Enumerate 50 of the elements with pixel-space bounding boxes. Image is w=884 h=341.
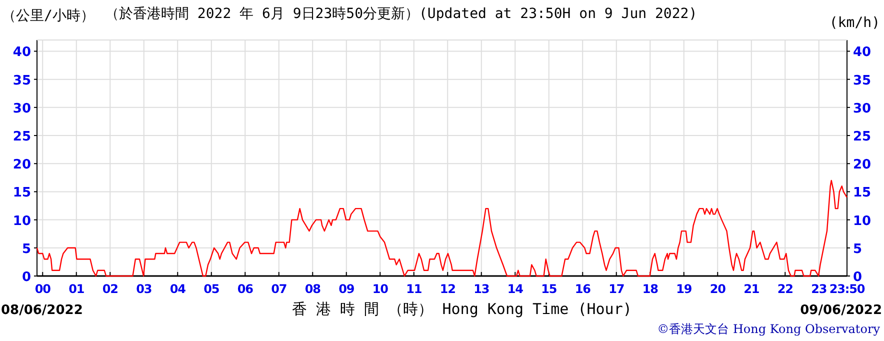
x-tick-label: 06 <box>237 282 254 296</box>
x-tick-label: 03 <box>136 282 152 296</box>
text: 09/06/2022 <box>800 303 882 318</box>
x-tick-label: 04 <box>170 282 186 296</box>
x-tick-label: 02 <box>102 282 118 296</box>
x-tick-label: 23 <box>811 282 827 296</box>
x-tick-label: 07 <box>271 282 287 296</box>
x-tick-label: 21 <box>744 282 760 296</box>
x-tick-label: 13 <box>474 282 490 296</box>
x-tick-label: 17 <box>608 282 624 296</box>
x-tick-label: 11 <box>406 282 422 296</box>
text: ©香港天文台 Hong Kong Observatory <box>657 322 880 336</box>
x-axis-title: 香 港 時 間 （時） Hong Kong Time (Hour) <box>292 300 632 318</box>
y2-tick-label: 20 <box>853 158 872 173</box>
y2-tick-label: 35 <box>853 73 872 88</box>
y-tick-label: 35 <box>12 73 31 88</box>
x-tick-label: 15 <box>541 282 557 296</box>
x-tick-label: 18 <box>642 282 658 296</box>
y2-tick-label: 40 <box>853 45 872 60</box>
x-tick-label: 22 <box>777 282 794 296</box>
x-tick-label: 10 <box>372 282 388 296</box>
y-tick-label: 15 <box>12 186 31 201</box>
x-tick-label: 00 <box>34 282 51 296</box>
y2-tick-label: 15 <box>853 186 872 201</box>
y-tick-label: 40 <box>12 45 31 60</box>
y2-tick-label: 10 <box>853 214 872 229</box>
y-tick-label: 20 <box>12 158 31 173</box>
x-tick-label: 09 <box>338 282 354 296</box>
x-tick-label: 20 <box>710 282 726 296</box>
y-tick-label: 0 <box>22 270 31 285</box>
y-tick-label: 25 <box>12 130 31 145</box>
y-axis-title: （公里/小時） <box>2 8 94 24</box>
x-tick-label: 16 <box>574 282 591 296</box>
x-tick-label: 08 <box>304 282 321 296</box>
x-tick-label: 14 <box>507 282 524 296</box>
y2-tick-label: 30 <box>853 101 872 116</box>
y2-tick-label: 0 <box>853 270 862 285</box>
x-tick-label: 01 <box>68 282 84 296</box>
chart-title: （於香港時間 2022 年 6月 9日23時50分更新）(Updated at 23:50H on 9 Jun 2022) <box>105 6 698 22</box>
x-tick-label: 12 <box>440 282 456 296</box>
x-tick-label: 05 <box>204 282 220 296</box>
y2-tick-label: 25 <box>853 130 872 145</box>
x-tick-label: 19 <box>676 282 692 296</box>
y-tick-label: 5 <box>22 242 31 257</box>
y2-axis-title: (km/h) <box>829 15 880 31</box>
y2-tick-label: 5 <box>853 242 862 257</box>
y-tick-label: 30 <box>12 101 31 116</box>
text: 08/06/2022 <box>1 303 83 318</box>
x-tick-label: 23:50 <box>829 282 865 296</box>
y-tick-label: 10 <box>12 214 31 229</box>
